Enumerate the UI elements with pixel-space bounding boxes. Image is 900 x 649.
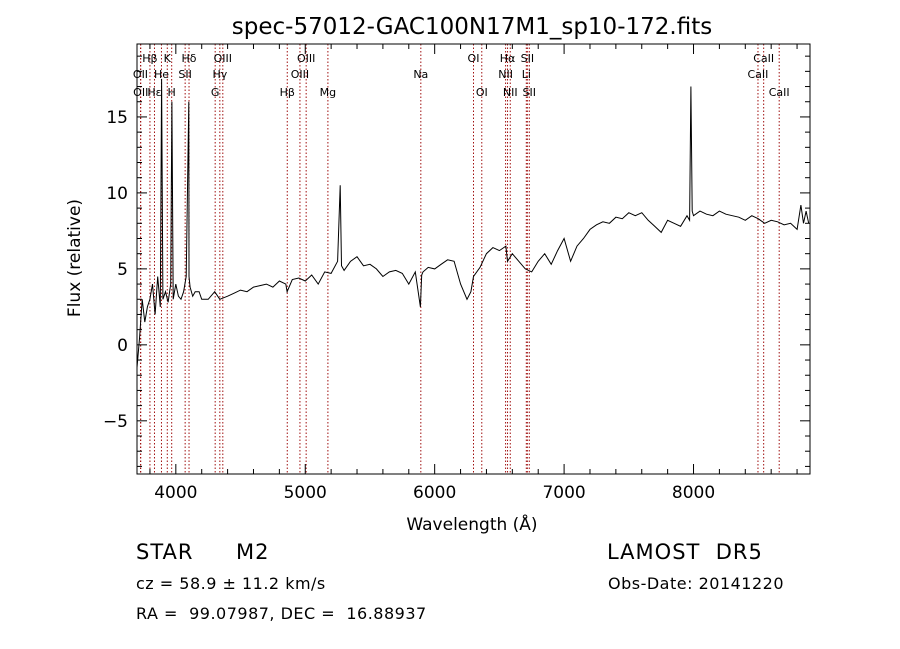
- marker-label: CaII: [769, 86, 790, 99]
- marker-label: SII: [178, 68, 191, 81]
- marker-label: OIII: [291, 68, 309, 81]
- plot-frame: [136, 43, 811, 475]
- marker-label: Li: [522, 68, 531, 81]
- observation-date: Obs-Date: 20141220: [608, 574, 785, 593]
- marker-label: CaII: [748, 68, 769, 81]
- marker-label: G: [211, 86, 220, 99]
- marker-label: Hα: [500, 52, 516, 65]
- marker-label: SII: [521, 52, 534, 65]
- x-tick-label: 8000: [672, 483, 715, 503]
- object-class: STAR: [136, 540, 194, 564]
- y-tick-label: −5: [103, 412, 128, 432]
- marker-label: OIII: [297, 52, 315, 65]
- x-tick-label: 4000: [154, 483, 197, 503]
- marker-label: OI: [468, 52, 480, 65]
- marker-label: NII: [503, 86, 518, 99]
- marker-label: K: [164, 52, 172, 65]
- marker-label: Hβ: [280, 86, 295, 99]
- y-tick-label: 0: [117, 336, 128, 356]
- marker-label: He: [154, 68, 169, 81]
- marker-label: Na: [413, 68, 428, 81]
- marker-label: Hβ: [142, 52, 157, 65]
- redshift-velocity: cz = 58.9 ± 11.2 km/s: [136, 574, 326, 593]
- object-subclass: M2: [236, 540, 270, 564]
- marker-label: Hδ: [182, 52, 197, 65]
- marker-label: CaII: [753, 52, 774, 65]
- x-tick-label: 6000: [413, 483, 456, 503]
- marker-label: Hε: [147, 86, 161, 99]
- line-markers: [139, 44, 780, 474]
- y-tick-label: 15: [106, 108, 128, 128]
- marker-label: SII: [523, 86, 536, 99]
- marker-label: H: [168, 86, 176, 99]
- marker-label: OII: [133, 68, 148, 81]
- plot-axes: [136, 43, 811, 475]
- spectrum-line: [136, 78, 810, 368]
- x-axis-label: Wavelength (Å): [406, 513, 537, 535]
- y-tick-label: 10: [106, 184, 128, 204]
- line-marker-labels: Hβ K Hδ OIII OIII OI Hα SII CaII OII He SII Hγ OIII Na…: [133, 52, 790, 99]
- marker-label: OIII: [214, 52, 232, 65]
- y-tick-label: 5: [117, 260, 128, 280]
- y-axis-label: Flux (relative): [65, 199, 85, 317]
- sky-coordinates: RA = 99.07987, DEC = 16.88937: [136, 604, 427, 623]
- marker-label: Hγ: [212, 68, 227, 81]
- survey-name: LAMOST DR5: [607, 540, 763, 564]
- axis-ticks: 4000 5000 6000 7000 8000 −5 0 5 10 15: [103, 44, 810, 503]
- marker-label: Mg: [320, 86, 336, 99]
- x-tick-label: 5000: [284, 483, 327, 503]
- marker-label: OII: [133, 86, 148, 99]
- chart-title: spec-57012-GAC100N17M1_sp10-172.fits: [232, 14, 712, 40]
- x-tick-label: 7000: [542, 483, 585, 503]
- marker-label: OI: [476, 86, 488, 99]
- marker-label: NII: [498, 68, 513, 81]
